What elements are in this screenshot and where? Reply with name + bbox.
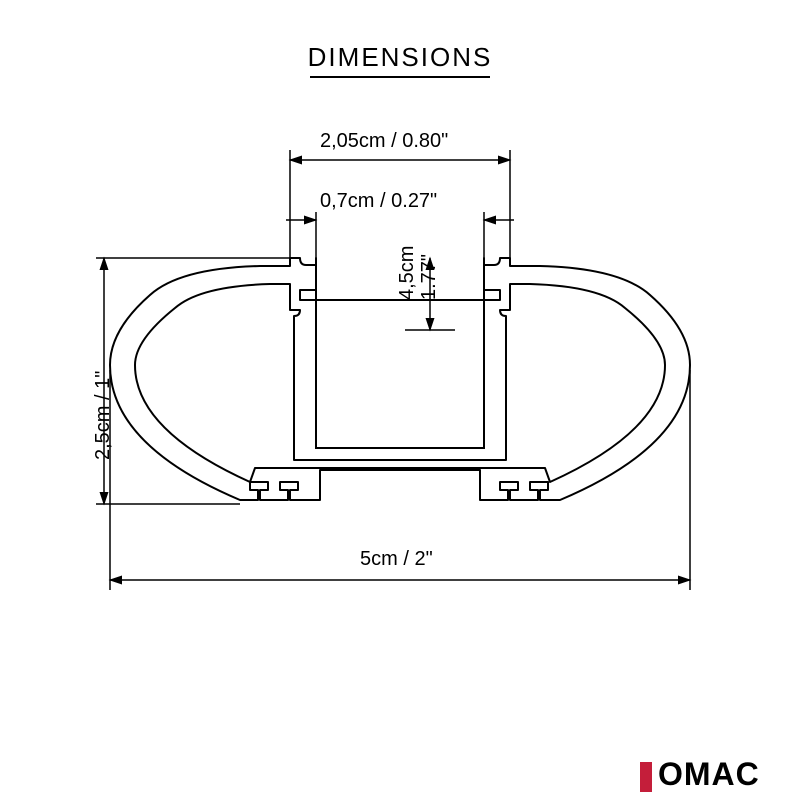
- dim-label-top-outer: 2,05cm / 0.80": [320, 130, 448, 153]
- dim-label-depth-inner-2: 1.77": [418, 254, 441, 300]
- logo-text: OMAC: [658, 756, 760, 792]
- logo-accent-bar: [640, 762, 652, 792]
- diagram-stage: DIMENSIONS 5cm / 2"2,5cm / 1"2,05cm / 0.…: [0, 0, 800, 800]
- dim-label-depth-inner: 4,5cm: [396, 246, 419, 300]
- brand-logo: OMAC: [640, 756, 760, 793]
- diagram-svg: [0, 0, 800, 800]
- dim-label-top-inner: 0,7cm / 0.27": [320, 190, 437, 213]
- dim-label-height-left: 2,5cm / 1": [92, 371, 115, 460]
- dim-label-width-bottom: 5cm / 2": [360, 548, 433, 571]
